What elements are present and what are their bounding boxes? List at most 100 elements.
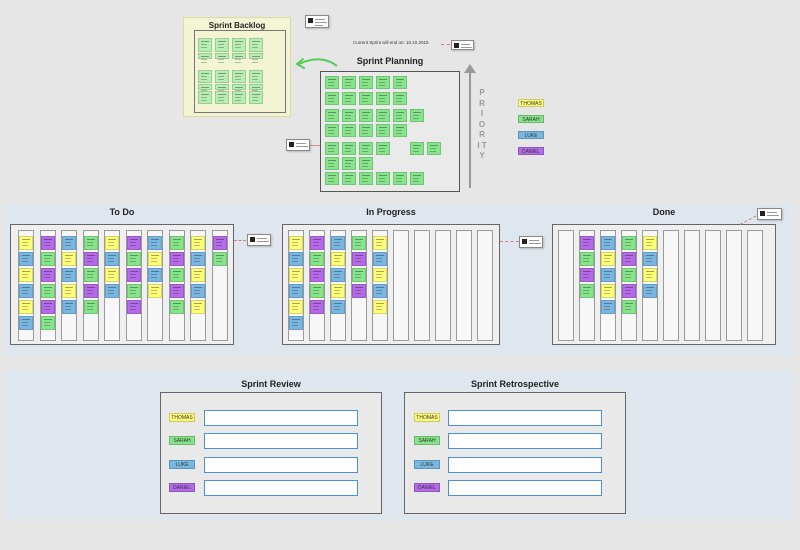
sticky-note[interactable]	[169, 300, 184, 314]
sticky-note[interactable]	[622, 268, 636, 282]
notes-field-thomas[interactable]	[204, 410, 358, 426]
sticky-note[interactable]	[148, 268, 162, 282]
sticky-note[interactable]	[169, 252, 184, 266]
sticky-note[interactable]	[19, 284, 33, 298]
sticky-note[interactable]	[62, 236, 76, 250]
sticky-note[interactable]	[249, 70, 263, 83]
sticky-note[interactable]	[40, 284, 55, 298]
sticky-note[interactable]	[169, 236, 184, 250]
sticky-note[interactable]	[191, 236, 205, 250]
sticky-note[interactable]	[249, 38, 263, 52]
sticky-note[interactable]	[215, 91, 229, 104]
sticky-note[interactable]	[83, 268, 98, 282]
board-lane[interactable]	[726, 230, 742, 341]
sprint-backlog-frame[interactable]: Sprint Backlog	[183, 17, 291, 117]
sticky-note[interactable]	[232, 38, 246, 52]
comment-bubble[interactable]	[247, 234, 271, 246]
sticky-note[interactable]	[148, 252, 162, 266]
sticky-note[interactable]	[622, 300, 636, 314]
sticky-note[interactable]	[62, 252, 76, 266]
sticky-note[interactable]	[105, 268, 119, 282]
sticky-note[interactable]	[249, 84, 263, 91]
sticky-note[interactable]	[40, 316, 55, 330]
sticky-note[interactable]	[580, 268, 594, 282]
sticky-note[interactable]	[342, 142, 356, 155]
sticky-note[interactable]	[601, 284, 615, 298]
sticky-note[interactable]	[359, 142, 373, 155]
board-lane[interactable]	[684, 230, 700, 341]
sticky-note[interactable]	[19, 316, 33, 330]
sticky-note[interactable]	[126, 284, 141, 298]
sticky-note[interactable]	[376, 76, 390, 89]
board-lane[interactable]	[435, 230, 451, 341]
sticky-note[interactable]	[289, 300, 303, 314]
sticky-note[interactable]	[62, 268, 76, 282]
sticky-note[interactable]	[359, 157, 373, 170]
sticky-note[interactable]	[580, 284, 594, 298]
sticky-note[interactable]	[40, 236, 55, 250]
sticky-note[interactable]	[289, 236, 303, 250]
sticky-note[interactable]	[232, 91, 246, 104]
sticky-note[interactable]	[393, 172, 407, 185]
board-lane[interactable]	[456, 230, 472, 341]
sticky-note[interactable]	[83, 300, 98, 314]
sticky-note[interactable]	[249, 53, 263, 60]
sticky-note[interactable]	[393, 76, 407, 89]
sticky-note[interactable]	[310, 268, 324, 282]
notes-field-thomas[interactable]	[448, 410, 602, 426]
sticky-note[interactable]	[643, 236, 657, 250]
sticky-note[interactable]	[373, 284, 387, 298]
sticky-note[interactable]	[331, 300, 345, 314]
sticky-note[interactable]	[352, 236, 366, 250]
comment-bubble[interactable]	[757, 208, 782, 220]
sticky-note[interactable]	[126, 252, 141, 266]
board-lane[interactable]	[558, 230, 574, 341]
sticky-note[interactable]	[373, 252, 387, 266]
sticky-note[interactable]	[83, 252, 98, 266]
board-lane[interactable]	[663, 230, 679, 341]
board-lane[interactable]	[414, 230, 430, 341]
sticky-note[interactable]	[376, 124, 390, 137]
board-lane[interactable]	[747, 230, 763, 341]
sticky-note[interactable]	[359, 76, 373, 89]
sticky-note[interactable]	[198, 53, 212, 60]
sticky-note[interactable]	[352, 268, 366, 282]
sticky-note[interactable]	[40, 268, 55, 282]
comment-bubble[interactable]	[305, 15, 329, 28]
comment-bubble[interactable]	[286, 139, 310, 151]
sticky-note[interactable]	[126, 268, 141, 282]
sticky-note[interactable]	[376, 172, 390, 185]
sticky-note[interactable]	[331, 268, 345, 282]
sticky-note[interactable]	[393, 92, 407, 105]
sticky-note[interactable]	[83, 284, 98, 298]
sticky-note[interactable]	[342, 76, 356, 89]
sticky-note[interactable]	[148, 236, 162, 250]
sticky-note[interactable]	[325, 157, 339, 170]
sticky-note[interactable]	[601, 236, 615, 250]
sticky-note[interactable]	[198, 70, 212, 83]
sticky-note[interactable]	[169, 284, 184, 298]
sticky-note[interactable]	[359, 92, 373, 105]
sticky-note[interactable]	[19, 300, 33, 314]
sticky-note[interactable]	[148, 284, 162, 298]
sticky-note[interactable]	[19, 268, 33, 282]
sticky-note[interactable]	[310, 236, 324, 250]
sticky-note[interactable]	[310, 284, 324, 298]
sticky-note[interactable]	[215, 53, 229, 60]
sticky-note[interactable]	[601, 300, 615, 314]
sticky-note[interactable]	[342, 109, 356, 122]
comment-bubble[interactable]	[451, 40, 474, 50]
sticky-note[interactable]	[310, 252, 324, 266]
sticky-note[interactable]	[62, 300, 76, 314]
sticky-note[interactable]	[643, 284, 657, 298]
sticky-note[interactable]	[105, 284, 119, 298]
notes-field-luke[interactable]	[204, 457, 358, 473]
sticky-note[interactable]	[373, 300, 387, 314]
sticky-note[interactable]	[232, 84, 246, 91]
sticky-note[interactable]	[126, 300, 141, 314]
notes-field-luke[interactable]	[448, 457, 602, 473]
sticky-note[interactable]	[191, 284, 205, 298]
sticky-note[interactable]	[191, 252, 205, 266]
sticky-note[interactable]	[393, 109, 407, 122]
sticky-note[interactable]	[410, 142, 424, 155]
